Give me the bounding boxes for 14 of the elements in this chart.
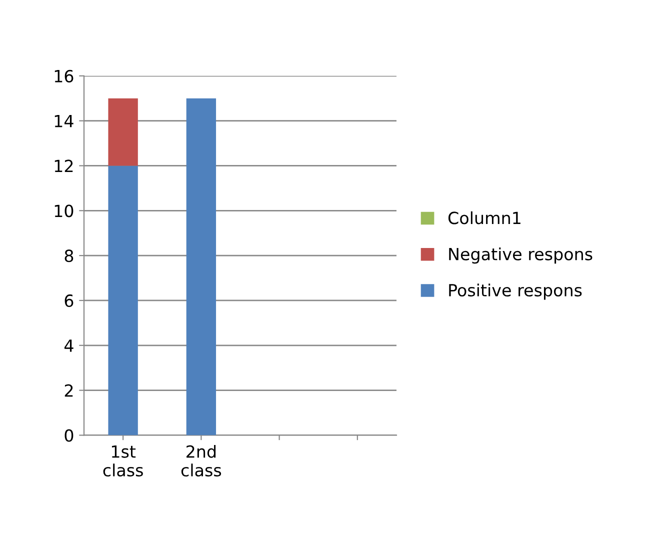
legend-label: Column1: [448, 211, 520, 224]
y-tick-label: 2: [64, 384, 73, 397]
y-tick-label: 6: [64, 294, 74, 308]
legend-label: Positive respons: [449, 284, 582, 300]
y-tick-label: 0: [64, 429, 74, 442]
x-tick-label: 1st class: [103, 445, 143, 477]
y-tick-label: 14: [54, 114, 74, 128]
legend-label: Negative respons: [449, 247, 592, 264]
y-tick-label: 16: [54, 70, 74, 82]
y-tick-label: 12: [54, 160, 73, 172]
x-tick-label: 2nd class: [181, 444, 222, 477]
y-tick-label: 4: [64, 340, 74, 352]
y-tick-label: 10: [54, 204, 74, 218]
y-tick-label: 8: [64, 250, 74, 262]
